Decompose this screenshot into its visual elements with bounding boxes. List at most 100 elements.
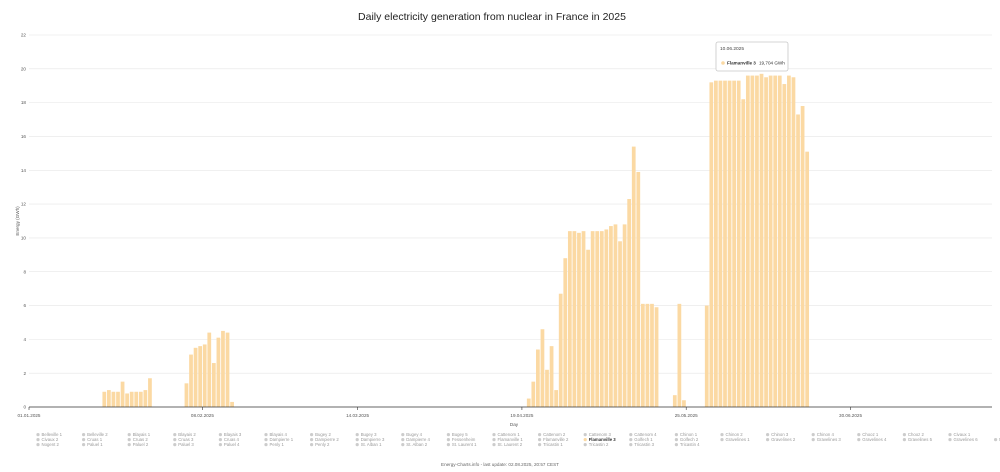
- bar-2025-04-29[interactable]: [567, 231, 572, 407]
- legend-item-chinon-2[interactable]: Chinon 2: [720, 432, 743, 437]
- bar-2025-01-24[interactable]: [134, 391, 139, 407]
- bar-2025-06-04[interactable]: [732, 80, 736, 408]
- bar-2025-04-23[interactable]: [540, 329, 545, 407]
- legend-item-paluel-3[interactable]: Paluel 3: [173, 442, 194, 447]
- legend-item-paluel-4[interactable]: Paluel 4: [218, 442, 240, 447]
- bar-2025-05-04[interactable]: [590, 231, 595, 407]
- legend[interactable]: Belleville 1 Belleville 2 Blayais 1 Blayais…: [36, 432, 1000, 447]
- legend-item-flamanville-1[interactable]: Flamanville 1: [492, 437, 523, 442]
- legend-item-blayais-3[interactable]: Blayais 3: [218, 432, 242, 437]
- bar-2025-05-14[interactable]: [636, 171, 641, 407]
- legend-item-gravelines-5[interactable]: Gravelines 5: [902, 437, 933, 442]
- bar-2025-04-27[interactable]: [558, 293, 563, 407]
- bar-2025-02-13[interactable]: [225, 332, 230, 407]
- legend-item-chooz-2[interactable]: Chooz 2: [902, 432, 925, 437]
- legend-item-bugey-3[interactable]: Bugey 3: [355, 432, 377, 437]
- legend-item-st-alban-2[interactable]: St. Alban 2: [401, 442, 428, 447]
- bar-2025-06-16[interactable]: [787, 75, 791, 407]
- bar-2025-01-22[interactable]: [125, 393, 129, 407]
- legend-item-gravelines-1[interactable]: Gravelines 1: [720, 437, 750, 442]
- legend-item-fessenheim[interactable]: Fessenheim: [446, 437, 476, 442]
- legend-item-flamanville-3[interactable]: Flamanville 3: [583, 437, 617, 442]
- bar-2025-01-19[interactable]: [111, 391, 116, 407]
- legend-item-dampierre-4[interactable]: Dampierre 4: [401, 437, 431, 442]
- bar-2025-05-03[interactable]: [586, 249, 590, 407]
- bar-2025-04-24[interactable]: [545, 369, 549, 407]
- legend-item-chinon-4[interactable]: Chinon 4: [811, 432, 835, 437]
- legend-item-belleville-2[interactable]: Belleville 2: [82, 432, 108, 437]
- bar-2025-06-17[interactable]: [791, 77, 796, 408]
- bar-2025-01-25[interactable]: [138, 391, 143, 407]
- bar-2025-06-11[interactable]: [764, 77, 768, 408]
- legend-item-civaux-1[interactable]: Civaux 1: [948, 432, 971, 437]
- legend-item-cattenom-2[interactable]: Cattenom 2: [538, 432, 566, 437]
- bar-2025-05-16[interactable]: [645, 303, 650, 407]
- bar-2025-01-17[interactable]: [102, 391, 107, 407]
- bar-2025-05-08[interactable]: [609, 226, 613, 407]
- bar-2025-05-02[interactable]: [581, 231, 586, 407]
- legend-item-penly-1[interactable]: Penly 1: [264, 442, 284, 447]
- legend-item-cattenom-3[interactable]: Cattenom 3: [583, 432, 612, 437]
- bar-2025-04-20[interactable]: [526, 398, 531, 407]
- legend-item-nogent-1[interactable]: Nogent 1: [994, 437, 1000, 442]
- legend-item-bugey-5[interactable]: Bugey 5: [446, 432, 468, 437]
- bar-2025-02-10[interactable]: [211, 363, 216, 407]
- legend-item-cruas-1[interactable]: Cruas 1: [82, 437, 103, 442]
- bar-2025-06-13[interactable]: [773, 75, 778, 407]
- legend-item-civaux-2[interactable]: Civaux 2: [36, 437, 59, 442]
- legend-item-dampierre-1[interactable]: Dampierre 1: [264, 437, 294, 442]
- bar-2025-06-01[interactable]: [718, 80, 723, 408]
- legend-item-dampierre-2[interactable]: Dampierre 2: [310, 437, 339, 442]
- bar-2025-05-13[interactable]: [631, 146, 636, 407]
- bar-2025-06-15[interactable]: [782, 84, 787, 407]
- legend-item-gravelines-4[interactable]: Gravelines 4: [857, 437, 887, 442]
- legend-item-cruas-4[interactable]: Cruas 4: [218, 437, 240, 442]
- bar-2025-05-18[interactable]: [654, 307, 659, 407]
- bar-2025-02-12[interactable]: [221, 330, 225, 407]
- bar-2025-01-18[interactable]: [107, 390, 111, 407]
- bar-2025-05-06[interactable]: [599, 231, 604, 407]
- legend-item-tricastin-1[interactable]: Tricastin 1: [538, 442, 563, 447]
- bar-2025-06-10[interactable]: [759, 73, 764, 407]
- bar-series-flamanville-3[interactable]: [102, 73, 810, 408]
- bar-2025-06-06[interactable]: [741, 99, 746, 407]
- legend-item-belleville-1[interactable]: Belleville 1: [36, 432, 63, 437]
- legend-item-flamanville-2[interactable]: Flamanville 2: [538, 437, 569, 442]
- legend-item-dampierre-3[interactable]: Dampierre 3: [355, 437, 385, 442]
- bar-2025-04-25[interactable]: [549, 346, 554, 407]
- legend-item-tricastin-2[interactable]: Tricastin 2: [583, 442, 609, 447]
- bar-2025-04-26[interactable]: [554, 390, 559, 407]
- bar-2025-05-10[interactable]: [618, 241, 622, 407]
- legend-item-cruas-2[interactable]: Cruas 2: [127, 437, 149, 442]
- bar-2025-02-06[interactable]: [193, 347, 198, 407]
- bar-2025-02-07[interactable]: [198, 346, 203, 407]
- legend-item-st-laurent-1[interactable]: St. Laurent 1: [446, 442, 477, 447]
- bar-2025-05-23[interactable]: [677, 303, 682, 407]
- bar-2025-05-01[interactable]: [577, 232, 581, 407]
- bar-2025-02-09[interactable]: [207, 332, 212, 407]
- bar-2025-06-09[interactable]: [755, 75, 759, 407]
- bar-2025-04-22[interactable]: [536, 349, 540, 407]
- bar-2025-05-12[interactable]: [627, 199, 632, 407]
- legend-item-paluel-2[interactable]: Paluel 2: [127, 442, 149, 447]
- legend-item-bugey-2[interactable]: Bugey 2: [310, 432, 331, 437]
- bar-2025-02-04[interactable]: [184, 383, 189, 407]
- bar-2025-05-29[interactable]: [704, 305, 709, 407]
- bar-2025-04-28[interactable]: [563, 258, 568, 407]
- legend-item-chinon-3[interactable]: Chinon 3: [766, 432, 789, 437]
- legend-item-gravelines-6[interactable]: Gravelines 6: [948, 437, 978, 442]
- bar-2025-06-07[interactable]: [745, 75, 750, 407]
- bar-2025-01-21[interactable]: [120, 381, 125, 407]
- legend-item-gravelines-2[interactable]: Gravelines 2: [766, 437, 796, 442]
- bar-2025-05-05[interactable]: [595, 231, 600, 407]
- legend-item-st-alban-1[interactable]: St. Alban 1: [355, 442, 382, 447]
- bar-2025-05-24[interactable]: [682, 400, 686, 407]
- bar-2025-06-19[interactable]: [800, 106, 805, 408]
- legend-item-tricastin-4[interactable]: Tricastin 4: [674, 442, 700, 447]
- bar-2025-02-08[interactable]: [202, 344, 207, 407]
- legend-item-chinon-1[interactable]: Chinon 1: [674, 432, 698, 437]
- legend-item-paluel-1[interactable]: Paluel 1: [82, 442, 103, 447]
- legend-item-nogent-2[interactable]: Nogent 2: [36, 442, 60, 447]
- bar-2025-05-11[interactable]: [622, 224, 627, 407]
- bar-2025-06-02[interactable]: [723, 80, 727, 408]
